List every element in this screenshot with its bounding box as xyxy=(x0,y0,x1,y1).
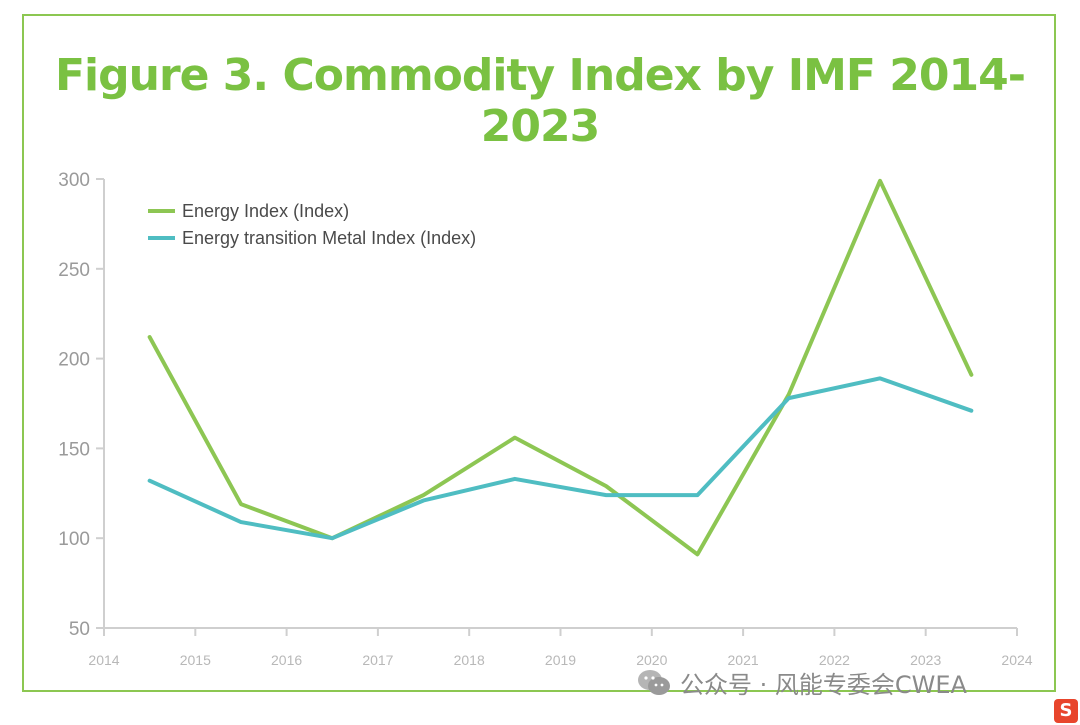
data-point xyxy=(604,493,608,497)
y-tick-label: 250 xyxy=(58,260,90,281)
data-point xyxy=(148,335,152,339)
x-tick-label: 2017 xyxy=(362,652,393,668)
x-tick-label: 2024 xyxy=(1001,652,1032,668)
y-tick-label: 150 xyxy=(58,439,90,460)
legend-label: Energy transition Metal Index (Index) xyxy=(182,228,476,248)
y-tick-label: 100 xyxy=(58,529,90,550)
x-tick-label: 2021 xyxy=(728,652,759,668)
legend-label: Energy Index (Index) xyxy=(182,201,349,221)
watermark-text: 公众号 · 风能专委会CWEA xyxy=(680,671,967,699)
data-point xyxy=(787,396,791,400)
data-point xyxy=(422,498,426,502)
series-line-0 xyxy=(147,178,974,557)
data-point xyxy=(787,393,791,397)
x-tick-label: 2015 xyxy=(180,652,211,668)
data-point xyxy=(878,179,882,183)
y-tick-label: 200 xyxy=(58,350,90,371)
series-lines xyxy=(147,178,974,557)
chart-title: Figure 3. Commodity Index by IMF 2014-20… xyxy=(54,50,1026,152)
data-point xyxy=(422,493,426,497)
y-tick-label: 300 xyxy=(58,170,90,191)
data-point xyxy=(513,436,517,440)
x-tick-label: 2018 xyxy=(454,652,485,668)
series-line-1 xyxy=(147,376,974,541)
x-tick-label: 2023 xyxy=(910,652,941,668)
x-tick-label: 2020 xyxy=(636,652,667,668)
axes: 300 250 200 150 100 50 2014 2015 2016 2017 2018 201… xyxy=(58,170,1032,668)
data-point xyxy=(695,493,699,497)
x-tick-label: 2022 xyxy=(819,652,850,668)
data-point xyxy=(513,477,517,481)
data-point xyxy=(148,479,152,483)
data-point xyxy=(969,373,973,377)
data-point xyxy=(239,520,243,524)
data-point xyxy=(695,552,699,556)
data-point xyxy=(604,484,608,488)
sogou-logo-icon: S xyxy=(1054,699,1078,723)
chart-frame xyxy=(22,14,1056,692)
x-tick-label: 2016 xyxy=(271,652,302,668)
x-tick-label: 2019 xyxy=(545,652,576,668)
x-tick-label: 2014 xyxy=(88,652,119,668)
data-point xyxy=(239,502,243,506)
watermark: 公众号 · 风能专委会CWEA xyxy=(636,665,967,700)
legend: Energy Index (Index) Energy transition Me… xyxy=(148,201,476,248)
data-point xyxy=(878,376,882,380)
data-point xyxy=(330,536,334,540)
wechat-icon xyxy=(638,669,670,695)
y-tick-label: 50 xyxy=(69,619,90,640)
data-point xyxy=(969,409,973,413)
